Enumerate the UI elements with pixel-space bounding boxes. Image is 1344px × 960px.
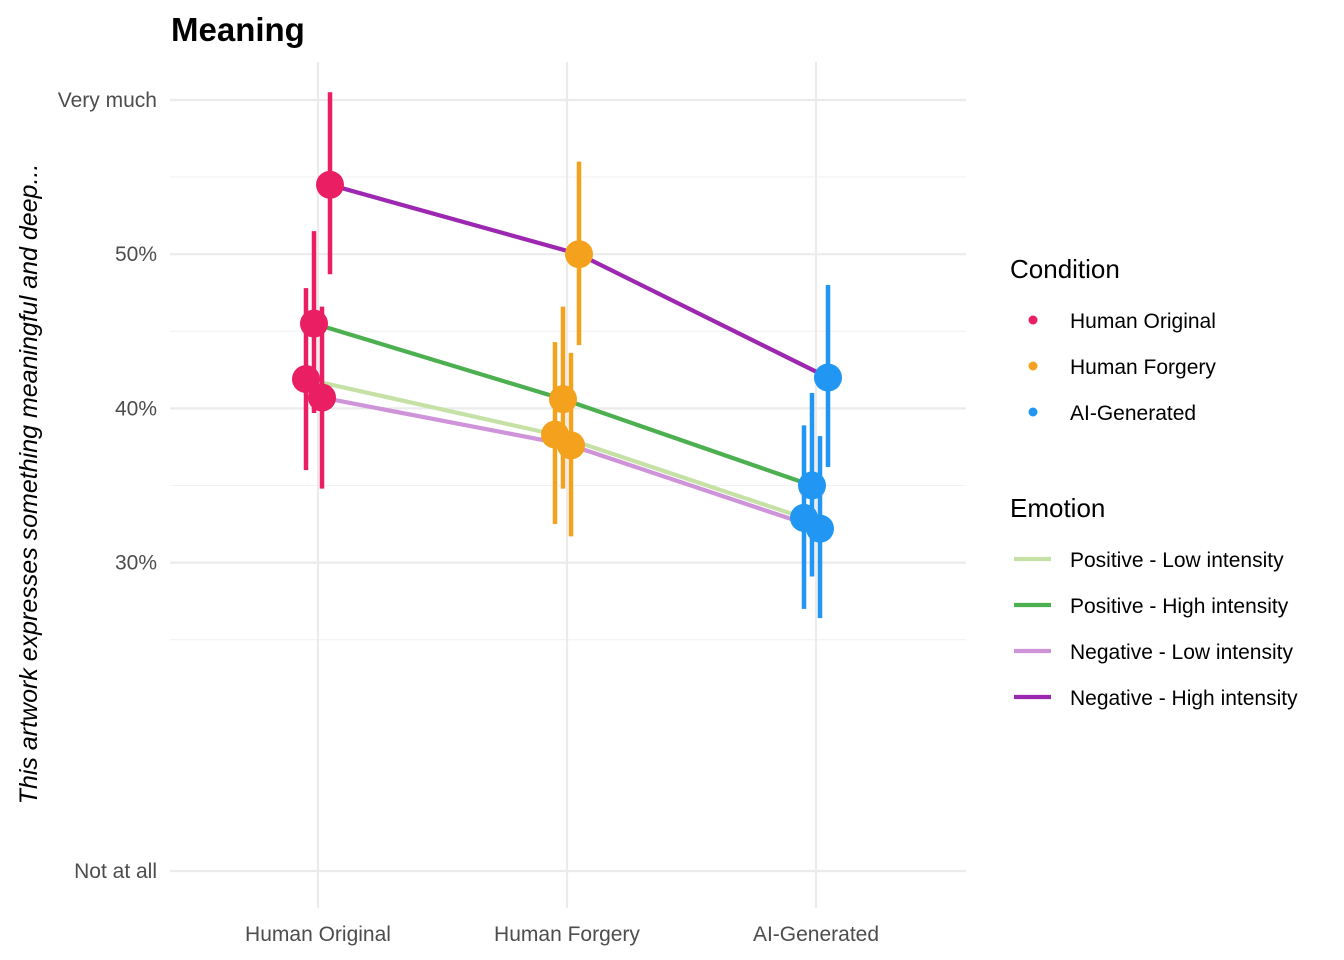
condition-legend-key-2 [1028,407,1038,417]
emotion-legend-title: Emotion [1010,493,1105,523]
emotion-legend-label-3: Negative - High intensity [1070,687,1298,710]
x-tick-label-1: Human Forgery [494,923,640,946]
grid [170,62,966,908]
condition-legend-key-1 [1028,361,1038,371]
data-point-2-0 [308,383,336,412]
emotion-legend-label-0: Positive - Low intensity [1070,549,1284,572]
y-axis-ticks: Not at all 30% 40% 50% Very much [58,89,157,883]
data-points [292,170,842,543]
condition-legend-label-0: Human Original [1070,310,1216,333]
x-tick-label-2: AI-Generated [753,923,879,946]
y-axis-label: This artwork expresses something meaning… [15,164,43,805]
emotion-legend-label-2: Negative - Low intensity [1070,641,1293,664]
data-point-0-0 [292,365,320,394]
emotion-legend: Emotion Positive - Low intensity Positive… [1010,493,1298,710]
condition-legend-label-1: Human Forgery [1070,356,1216,379]
condition-legend-title: Condition [1010,254,1120,284]
y-tick-label-0: Not at all [74,860,157,883]
condition-legend-label-2: AI-Generated [1070,402,1196,425]
data-point-1-0 [300,309,328,338]
data-point-3-2 [814,363,842,392]
emotion-legend-label-1: Positive - High intensity [1070,595,1289,618]
condition-legend-key-0 [1028,315,1038,325]
data-point-3-1 [565,240,593,269]
data-point-2-1 [557,431,585,460]
y-tick-label-3: 50% [115,243,157,266]
data-point-1-1 [549,385,577,414]
y-tick-label-2: 40% [115,397,157,420]
data-point-1-2 [798,471,826,500]
data-point-3-0 [316,170,344,199]
y-tick-label-4: Very much [58,89,157,112]
x-tick-label-0: Human Original [245,923,391,946]
x-axis-ticks: Human Original Human Forgery AI-Generated [245,923,879,946]
data-point-2-2 [806,514,834,543]
condition-legend: Condition Human Original Human Forgery AI-… [1010,254,1216,425]
chart-title: Meaning [171,11,305,48]
y-tick-label-1: 30% [115,552,157,575]
